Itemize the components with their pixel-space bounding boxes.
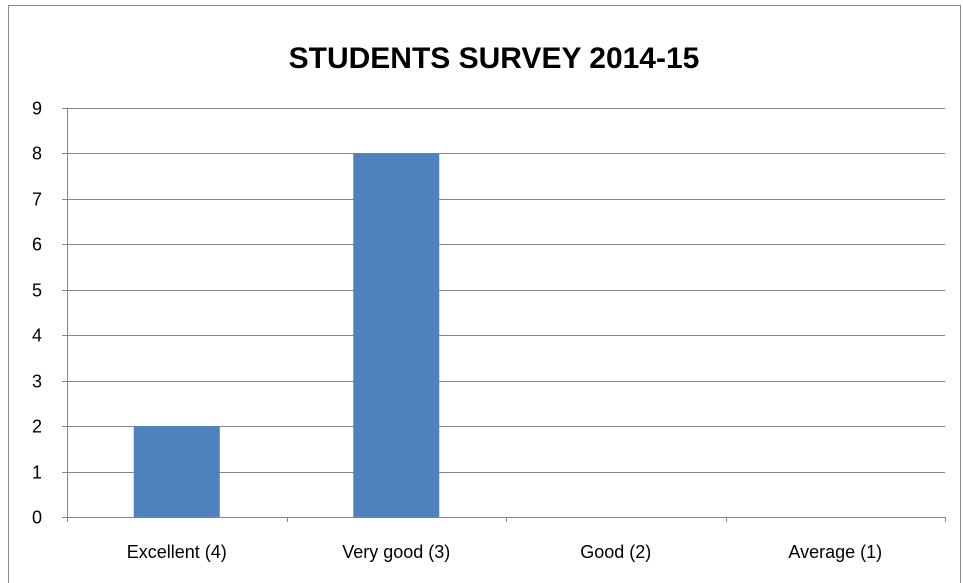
bar-chart: STUDENTS SURVEY 2014-15 0 1 2 3 4 5 6 7 8 9 Excel… [32,42,946,562]
x-tick-label-2: Very good (3) [342,542,450,562]
chart-frame: STUDENTS SURVEY 2014-15 0 1 2 3 4 5 6 7 8 9 Excel… [8,5,961,583]
y-tick-label-8: 8 [32,144,42,164]
x-tick-label-1: Excellent (4) [127,542,227,562]
y-tick-label-1: 1 [32,463,42,483]
y-tick-label-4: 4 [32,326,42,346]
axes [62,107,946,522]
bars [133,153,440,517]
x-tick-label-4: Average (1) [788,542,882,562]
y-tick-label-7: 7 [32,190,42,210]
bar-1 [133,426,220,517]
y-tick-label-2: 2 [32,417,42,437]
y-tick-label-0: 0 [32,508,42,528]
gridlines [62,108,945,473]
y-tick-label-9: 9 [32,99,42,119]
y-tick-label-3: 3 [32,372,42,392]
y-tick-labels: 0 1 2 3 4 5 6 7 8 9 [32,99,42,528]
y-tick-label-6: 6 [32,235,42,255]
chart-title: STUDENTS SURVEY 2014-15 [289,42,700,75]
bar-2 [353,153,440,517]
x-tick-labels: Excellent (4) Very good (3) Good (2) Averag… [127,542,882,562]
x-tick-label-3: Good (2) [580,542,651,562]
y-tick-label-5: 5 [32,281,42,301]
